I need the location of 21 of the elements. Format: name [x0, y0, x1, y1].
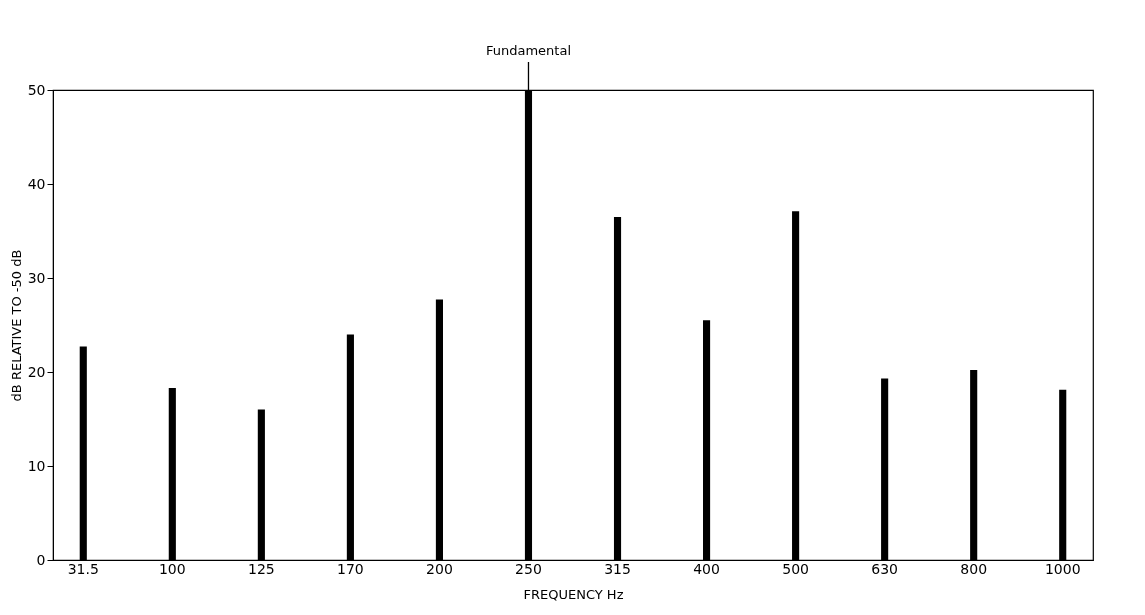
x-tick-label: 400 [693, 560, 720, 577]
x-tick-label: 500 [782, 560, 809, 577]
y-tick-label: 30 [27, 269, 46, 286]
x-tick-label: 200 [426, 560, 453, 577]
y-tick-label: 50 [27, 81, 46, 98]
y-axis-title: dB RELATIVE TO -50 dB [8, 249, 24, 402]
x-tick-label: 630 [871, 560, 899, 577]
y-tick-label: 40 [27, 175, 46, 192]
x-tick-label: 1000 [1044, 560, 1081, 577]
x-tick-label: 100 [158, 560, 186, 577]
x-tick-label: 250 [515, 560, 542, 577]
y-tick-label: 10 [27, 457, 46, 474]
x-axis-title: FREQUENCY Hz [523, 586, 624, 602]
x-tick-label: 170 [337, 560, 364, 577]
annotation: Fundamental [485, 43, 571, 58]
x-tick-label: 800 [960, 560, 988, 577]
y-tick-label: 0 [36, 551, 46, 568]
x-tick-label: 31.5 [67, 560, 99, 577]
y-tick-label: 20 [27, 363, 46, 380]
x-tick-label: 315 [604, 560, 631, 577]
x-tick-label: 125 [247, 560, 275, 577]
